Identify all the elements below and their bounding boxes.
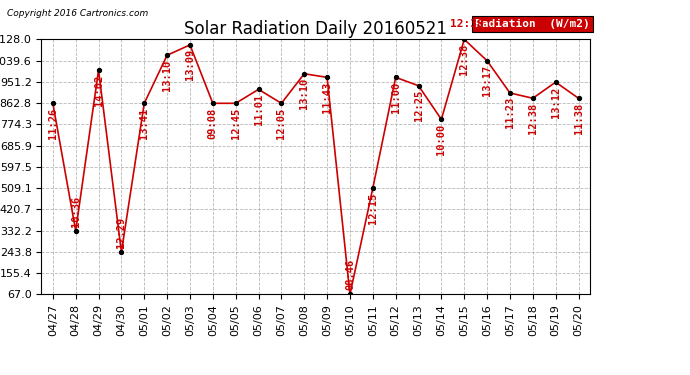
Text: 12:38: 12:38 [460,44,469,75]
Text: 13:10: 13:10 [162,59,172,91]
Text: 11:43: 11:43 [322,81,332,113]
Point [116,249,127,255]
Text: 12:15: 12:15 [368,192,378,224]
Text: 11:38: 11:38 [573,102,584,134]
Point [276,100,287,106]
Text: 12:45: 12:45 [230,108,241,139]
Point [459,36,470,42]
Text: 13:12: 13:12 [551,86,561,118]
Point [93,67,104,73]
Text: 11:00: 11:00 [391,81,401,113]
Point [504,90,515,96]
Text: 11:01: 11:01 [253,93,264,125]
Text: 11:26: 11:26 [48,108,58,139]
Text: 13:10: 13:10 [299,78,309,109]
Text: 13:17: 13:17 [482,65,492,96]
Text: 10:00: 10:00 [436,124,446,155]
Text: 13:09: 13:09 [185,49,195,80]
Title: Solar Radiation Daily 20160521: Solar Radiation Daily 20160521 [184,20,447,38]
Point [322,74,333,80]
Point [253,86,264,92]
Point [161,52,172,58]
Text: 12:05: 12:05 [277,108,286,139]
Point [70,228,81,234]
Text: 08:46: 08:46 [345,259,355,290]
Point [573,95,584,101]
Text: 13:41: 13:41 [139,108,149,139]
Point [390,74,401,80]
Point [184,42,195,48]
Text: Radiation  (W/m2): Radiation (W/m2) [475,19,590,29]
Text: 14:02: 14:02 [94,74,104,105]
Text: Copyright 2016 Cartronics.com: Copyright 2016 Cartronics.com [7,9,148,18]
Point [436,116,447,122]
Point [207,100,218,106]
Point [48,100,59,106]
Text: 09:08: 09:08 [208,108,218,139]
Text: 12:25: 12:25 [413,90,424,121]
Text: 12:38: 12:38 [528,102,538,134]
Text: 10:36: 10:36 [70,195,81,226]
Point [230,100,241,106]
Point [344,291,355,297]
Point [139,100,150,106]
Text: 11:23: 11:23 [505,97,515,128]
Point [527,95,538,101]
Point [413,83,424,89]
Point [482,58,493,64]
Point [367,185,378,191]
Text: 12:38: 12:38 [450,19,484,29]
Point [299,71,310,77]
Text: 12:29: 12:29 [117,217,126,248]
Point [550,79,561,85]
